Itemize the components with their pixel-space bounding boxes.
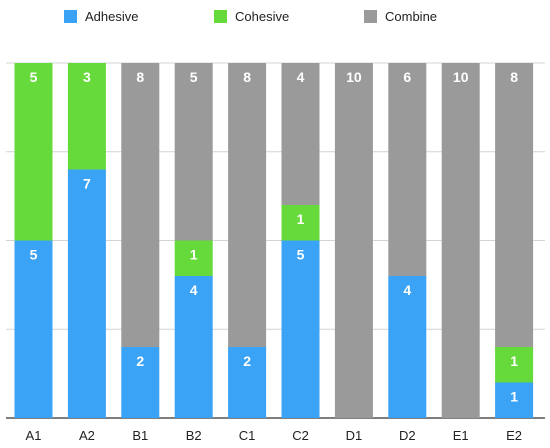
data-label-c1-combine: 8 [243,69,251,85]
x-tick-label-d2: D2 [399,428,416,443]
bar-d2-combine [388,63,427,276]
legend-swatch-combine [364,10,377,23]
bar-b2-combine [174,63,213,241]
x-tick-label-b1: B1 [132,428,148,443]
bar-b2-adhesive [174,276,213,418]
legend-label-combine: Combine [385,9,437,24]
data-label-d2-combine: 6 [403,69,411,85]
legend-label-adhesive: Adhesive [85,9,138,24]
bar-b1-combine [121,63,160,347]
bar-c1-combine [228,63,267,347]
bar-a1-adhesive [14,240,53,418]
data-labels: 5 5 7 3 2 8 4 1 5 2 8 5 1 4 10 4 6 10 1 1 8 [30,69,519,405]
data-label-b1-combine: 8 [136,69,144,85]
bar-b2-cohesive [174,240,213,276]
data-label-e2-cohesive: 1 [510,353,518,369]
x-tick-label-a1: A1 [26,428,42,443]
legend-swatch-cohesive [214,10,227,23]
legend-swatch-adhesive [64,10,77,23]
x-tick-label-c2: C2 [292,428,309,443]
data-label-b1-adhesive: 2 [136,353,144,369]
data-label-a1-adhesive: 5 [30,247,38,263]
x-tick-label-a2: A2 [79,428,95,443]
bar-c1-adhesive [228,347,267,418]
data-label-e1-combine: 10 [453,69,469,85]
legend: Adhesive Cohesive Combine [64,9,437,24]
data-label-d2-adhesive: 4 [403,282,411,298]
x-tick-label-b2: B2 [186,428,202,443]
x-tick-label-e1: E1 [453,428,469,443]
bar-c2-adhesive [281,240,320,418]
bar-d2-adhesive [388,276,427,418]
x-tick-label-e2: E2 [506,428,522,443]
x-tick-label-c1: C1 [239,428,256,443]
bars [14,63,534,418]
data-label-c2-cohesive: 1 [297,211,305,227]
data-label-c1-adhesive: 2 [243,353,251,369]
data-label-e2-combine: 8 [510,69,518,85]
bar-c2-cohesive [281,205,320,241]
data-label-e2-adhesive: 1 [510,389,518,405]
bar-e2-combine [495,63,534,347]
data-label-a2-adhesive: 7 [83,176,91,192]
bar-e2-adhesive [495,382,534,418]
bar-e2-cohesive [495,347,534,383]
data-label-a1-cohesive: 5 [30,69,38,85]
data-label-c2-adhesive: 5 [297,247,305,263]
bar-e1-combine [441,63,480,418]
data-label-b2-combine: 5 [190,69,198,85]
bar-b1-adhesive [121,347,160,418]
bar-d1-combine [334,63,373,418]
data-label-a2-cohesive: 3 [83,69,91,85]
data-label-b2-adhesive: 4 [190,282,198,298]
data-label-c2-combine: 4 [297,69,305,85]
x-tick-label-d1: D1 [346,428,363,443]
data-label-b2-cohesive: 1 [190,247,198,263]
x-axis: A1 A2 B1 B2 C1 C2 D1 D2 E1 E2 [26,428,523,443]
legend-label-cohesive: Cohesive [235,9,289,24]
bar-a1-cohesive [14,63,53,241]
bar-a2-adhesive [67,169,106,418]
bar-c2-combine [281,63,320,205]
bar-a2-cohesive [67,63,106,170]
data-label-d1-combine: 10 [346,69,362,85]
